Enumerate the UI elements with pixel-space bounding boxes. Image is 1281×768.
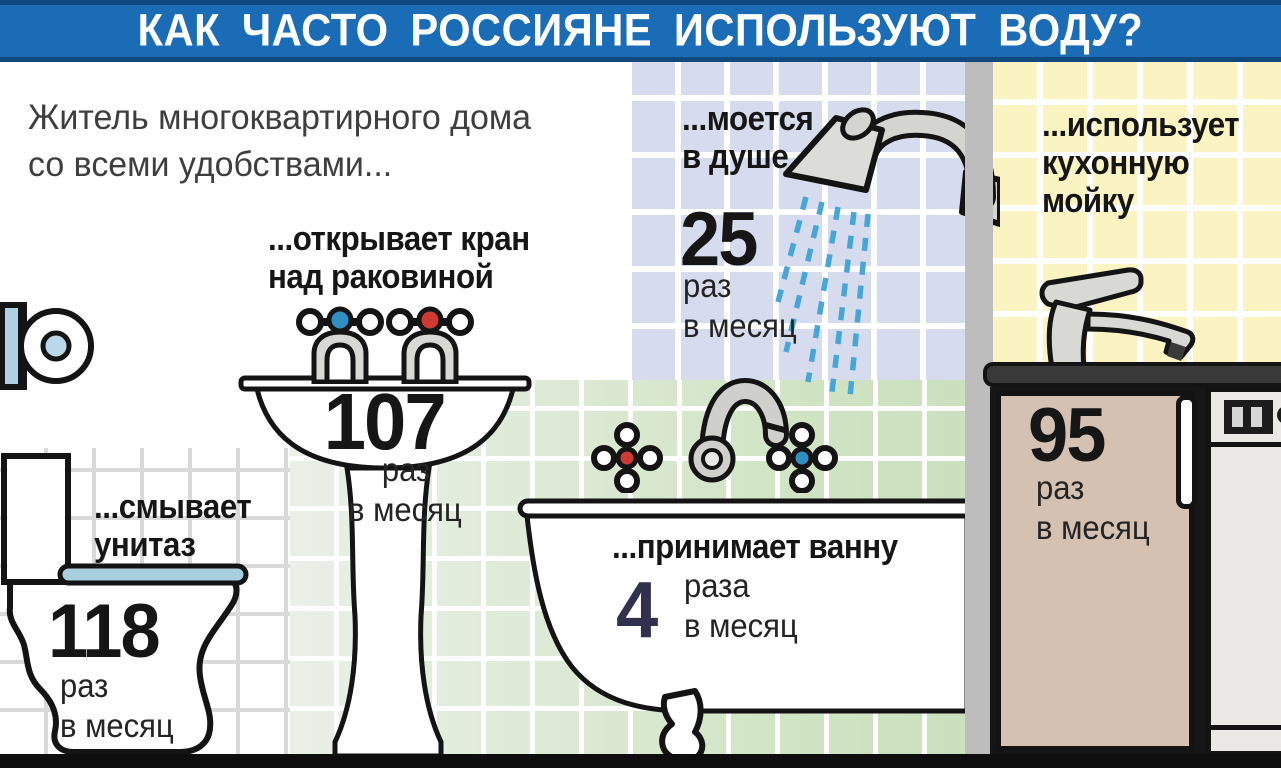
cold-tap-icon — [296, 306, 384, 384]
dishwasher-knob — [1277, 406, 1281, 424]
bath-hot-handle-icon — [591, 422, 663, 493]
kitchen-unit: раз в месяц — [1036, 469, 1150, 546]
sink-value: 107 — [323, 377, 447, 466]
page-title: КАК ЧАСТО РОССИЯНЕ ИСПОЛЬЗУЮТ ВОДУ? — [137, 5, 1144, 56]
bath-value: 4 — [616, 565, 658, 654]
toilet-unit: раз в месяц — [60, 667, 174, 744]
kitchen-cabinet — [996, 391, 1194, 751]
tub-foot — [659, 688, 706, 764]
floor-line — [0, 754, 1281, 768]
toilet-label: ...смывает унитаз — [94, 488, 252, 564]
shower-label: ...моется в душе — [682, 100, 814, 176]
toilet-value: 118 — [48, 589, 161, 674]
header-bar: КАК ЧАСТО РОССИЯНЕ ИСПОЛЬЗУЮТ ВОДУ? — [0, 0, 1281, 62]
kitchen-faucet-icon — [1039, 267, 1196, 370]
kitchen-tile-wall — [993, 62, 1281, 364]
toilet-paper-icon — [0, 302, 94, 390]
kitchen-countertop — [983, 362, 1281, 387]
bath-mixer-icon — [591, 377, 838, 493]
pedestal-sink-icon — [238, 375, 532, 759]
wall-divider — [965, 62, 993, 756]
toilet-icon — [1, 453, 249, 755]
hot-tap-icon — [386, 306, 474, 384]
kitchen-label: ...использует кухонную мойку — [1042, 106, 1240, 220]
bath-cold-handle-icon — [766, 422, 838, 493]
water-spray-icon — [775, 196, 871, 398]
bath-label: ...принимает ванну — [612, 528, 898, 566]
toilet-seat — [57, 563, 249, 586]
sink-label: ...открывает кран над раковиной — [268, 220, 530, 296]
sink-unit: раз в месяц — [348, 451, 462, 528]
dishwasher — [1206, 387, 1281, 756]
cabinet-handle — [1176, 395, 1197, 509]
intro-line1: Житель многоквартирного дома — [28, 98, 532, 137]
bathtub-icon — [517, 498, 965, 764]
dishwasher-button — [1232, 407, 1243, 427]
dishwasher-button — [1251, 407, 1262, 427]
dishwasher-control-panel — [1224, 400, 1273, 434]
shower-value: 25 — [680, 197, 758, 282]
bath-unit: раза в месяц — [684, 567, 798, 644]
shower-unit: раз в месяц — [683, 267, 797, 344]
intro-line2: со всеми удобствами... — [28, 145, 393, 184]
intro-text: Житель многоквартирного дома со всеми уд… — [28, 94, 531, 188]
dishwasher-kick-line — [1211, 725, 1281, 730]
kitchen-cabinets — [990, 387, 1281, 756]
kitchen-value: 95 — [1028, 393, 1106, 478]
dishwasher-door-line — [1211, 442, 1281, 447]
